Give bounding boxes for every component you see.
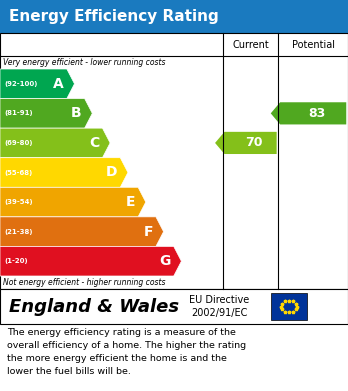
Text: Not energy efficient - higher running costs: Not energy efficient - higher running co… <box>3 278 166 287</box>
Text: A: A <box>53 77 64 91</box>
Polygon shape <box>0 217 164 246</box>
Text: Current: Current <box>232 39 269 50</box>
Polygon shape <box>0 158 128 187</box>
Polygon shape <box>215 132 277 154</box>
Text: EU Directive
2002/91/EC: EU Directive 2002/91/EC <box>189 295 250 318</box>
Polygon shape <box>0 246 181 276</box>
FancyBboxPatch shape <box>0 0 348 33</box>
Polygon shape <box>0 187 146 217</box>
Text: C: C <box>89 136 100 150</box>
Polygon shape <box>271 102 346 124</box>
Text: Very energy efficient - lower running costs: Very energy efficient - lower running co… <box>3 58 166 67</box>
Text: G: G <box>160 254 171 268</box>
Text: Potential: Potential <box>292 39 335 50</box>
Text: The energy efficiency rating is a measure of the
overall efficiency of a home. T: The energy efficiency rating is a measur… <box>7 328 246 375</box>
Text: 83: 83 <box>308 107 325 120</box>
Polygon shape <box>0 69 74 99</box>
Text: 70: 70 <box>245 136 263 149</box>
FancyBboxPatch shape <box>0 289 348 324</box>
Polygon shape <box>0 99 92 128</box>
FancyBboxPatch shape <box>0 33 348 289</box>
Text: (92-100): (92-100) <box>4 81 38 87</box>
Text: D: D <box>106 165 118 179</box>
Polygon shape <box>0 128 110 158</box>
Text: B: B <box>71 106 82 120</box>
Text: (55-68): (55-68) <box>4 170 32 176</box>
Text: (39-54): (39-54) <box>4 199 33 205</box>
Text: (69-80): (69-80) <box>4 140 33 146</box>
Text: Energy Efficiency Rating: Energy Efficiency Rating <box>9 9 219 24</box>
Text: E: E <box>126 195 135 209</box>
FancyBboxPatch shape <box>271 293 307 320</box>
Text: England & Wales: England & Wales <box>9 298 179 316</box>
Text: (21-38): (21-38) <box>4 229 33 235</box>
Text: F: F <box>144 225 153 239</box>
Text: (1-20): (1-20) <box>4 258 28 264</box>
Text: (81-91): (81-91) <box>4 110 33 117</box>
